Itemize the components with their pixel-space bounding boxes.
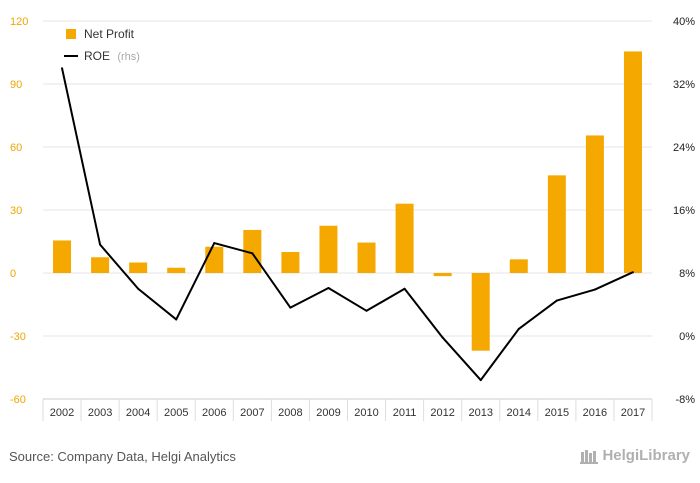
bar-net-profit: [281, 252, 300, 273]
x-tick-label: 2014: [507, 407, 531, 419]
bar-net-profit: [471, 273, 490, 351]
bar-net-profit: [395, 203, 414, 273]
bar-net-profit: [433, 273, 452, 277]
bar-net-profit: [91, 257, 110, 273]
x-tick-label: 2007: [240, 407, 264, 419]
logo-text: HelgiLibrary: [602, 447, 690, 464]
legend-swatch-net-profit: [66, 29, 76, 39]
point-roe: [137, 287, 140, 290]
point-roe: [441, 336, 444, 339]
x-tick-label: 2008: [278, 407, 302, 419]
point-roe: [289, 306, 292, 309]
left-tick-label: -30: [10, 331, 26, 343]
x-tick-label: 2002: [50, 407, 74, 419]
x-tick-label: 2016: [583, 407, 607, 419]
bar-net-profit: [243, 229, 262, 273]
x-axis: 2002 2003 2004 2005 2006 2007 2008 2009 2010 2011…: [42, 398, 653, 421]
x-tick-label: 2009: [316, 407, 340, 419]
point-roe: [593, 288, 596, 291]
x-tick-label: 2005: [164, 407, 188, 419]
legend-label-net-profit: Net Profit: [84, 27, 135, 41]
legend-roe-suffix: (rhs): [117, 51, 140, 63]
bar-net-profit: [547, 175, 566, 273]
bar-net-profit: [623, 51, 642, 274]
bar-net-profit: [585, 135, 604, 273]
bar-net-profit: [53, 240, 72, 273]
x-tick-label: 2013: [468, 407, 492, 419]
point-roe: [61, 67, 64, 70]
right-tick-label: 40%: [673, 16, 695, 28]
right-tick-label: 16%: [673, 205, 695, 217]
left-tick-label: 60: [10, 142, 22, 154]
bar-series: [53, 51, 642, 351]
x-tick-label: 2017: [621, 407, 645, 419]
helgi-library-logo: HelgiLibrary: [580, 447, 690, 464]
point-roe: [517, 327, 520, 330]
point-roe: [327, 286, 330, 289]
bar-net-profit: [319, 225, 338, 273]
bar-net-profit: [167, 267, 186, 273]
left-tick-label: 120: [10, 16, 28, 28]
left-tick-label: 0: [10, 268, 16, 280]
legend-label-roe: ROE (rhs): [84, 49, 140, 63]
right-tick-label: 32%: [673, 79, 695, 91]
bar-net-profit: [205, 246, 224, 273]
left-tick-label: 90: [10, 79, 22, 91]
x-tick-label: 2015: [545, 407, 569, 419]
line-roe: [61, 68, 634, 382]
point-roe: [99, 243, 102, 246]
combo-chart: -60 -30 0 30 60 90 120 -8% 0% 8% 16% 24% 32% 40% 200…: [10, 16, 695, 421]
bar-net-profit: [509, 259, 528, 273]
left-tick-label: -60: [10, 394, 26, 406]
point-roe: [365, 309, 368, 312]
library-icon: [580, 449, 599, 464]
bar-net-profit: [129, 262, 148, 273]
x-tick-label: 2010: [354, 407, 378, 419]
x-tick-label: 2006: [202, 407, 226, 419]
right-tick-label: 24%: [673, 142, 695, 154]
point-roe: [631, 271, 634, 274]
right-tick-label: 0%: [679, 331, 695, 343]
point-roe: [175, 318, 178, 321]
left-tick-label: 30: [10, 205, 22, 217]
point-roe: [479, 379, 482, 382]
point-roe: [213, 242, 216, 245]
x-tick-label: 2004: [126, 407, 150, 419]
x-tick-label: 2003: [88, 407, 112, 419]
right-tick-label: -8%: [675, 394, 695, 406]
x-tick-label: 2011: [393, 407, 417, 419]
left-axis: -60 -30 0 30 60 90 120: [10, 16, 28, 406]
right-axis: -8% 0% 8% 16% 24% 32% 40%: [673, 16, 695, 406]
bar-net-profit: [357, 242, 376, 273]
x-tick-label: 2012: [430, 407, 454, 419]
right-tick-label: 8%: [679, 268, 695, 280]
legend-roe-name: ROE: [84, 49, 110, 63]
source-note: Source: Company Data, Helgi Analytics: [9, 449, 236, 464]
point-roe: [555, 299, 558, 302]
legend: Net Profit ROE (rhs): [64, 27, 140, 63]
point-roe: [403, 287, 406, 290]
line-series: [61, 67, 634, 382]
point-roe: [251, 252, 254, 255]
